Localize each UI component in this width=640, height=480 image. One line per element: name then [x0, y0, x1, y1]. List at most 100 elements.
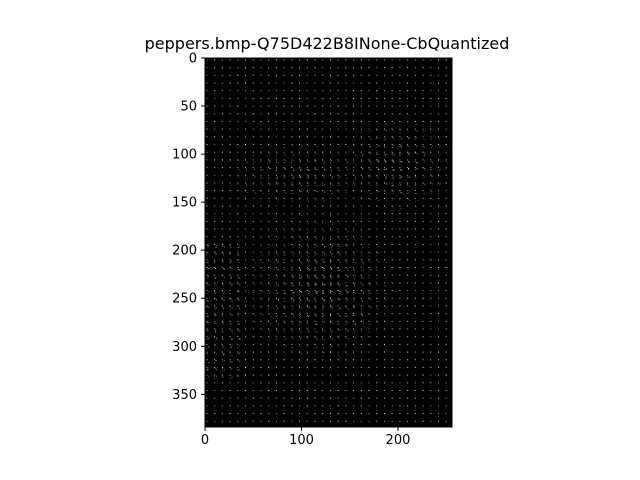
dc-coefficient [245, 405, 247, 407]
ac-coefficient [324, 321, 326, 323]
dc-coefficient [445, 243, 447, 245]
ac-coefficient [299, 254, 301, 256]
dc-coefficient [353, 305, 355, 307]
ac-coefficient [324, 145, 326, 147]
dc-coefficient [414, 205, 416, 207]
dc-coefficient [329, 128, 331, 130]
ac-coefficient [378, 144, 380, 146]
dc-coefficient [422, 82, 424, 84]
dc-coefficient [221, 251, 223, 253]
ac-coefficient [347, 230, 349, 232]
dc-coefficient [430, 236, 432, 238]
ac-coefficient [339, 260, 341, 262]
ac-coefficient [353, 245, 355, 247]
ac-coefficient [306, 276, 308, 278]
ac-coefficient [424, 198, 426, 200]
ac-coefficient [300, 345, 302, 347]
ac-coefficient [447, 146, 449, 148]
dc-coefficient [383, 213, 385, 215]
dc-coefficient [214, 336, 216, 338]
ac-coefficient [354, 323, 356, 325]
ac-coefficient [400, 184, 402, 186]
ac-coefficient [230, 322, 232, 324]
ac-coefficient [283, 200, 285, 202]
dc-coefficient [214, 390, 216, 391]
ac-coefficient [214, 291, 216, 293]
ac-coefficient [284, 162, 286, 164]
ac-coefficient [378, 300, 380, 302]
ac-coefficient [339, 262, 341, 264]
dc-coefficient [206, 343, 208, 345]
dc-coefficient [337, 190, 339, 192]
dc-coefficient [368, 351, 370, 353]
dc-coefficient [383, 228, 385, 230]
dc-coefficient [360, 128, 362, 130]
ac-coefficient [378, 153, 380, 155]
ac-coefficient [385, 175, 387, 177]
dc-coefficient [283, 251, 285, 253]
dc-coefficient [360, 97, 362, 99]
ac-coefficient [230, 339, 232, 341]
ac-coefficient [275, 345, 277, 347]
dc-coefficient [306, 420, 308, 422]
ac-coefficient [315, 239, 317, 241]
dc-coefficient [383, 151, 385, 153]
dc-coefficient [237, 182, 239, 184]
ac-coefficient [301, 245, 302, 247]
dc-coefficient [445, 267, 447, 268]
dc-coefficient [283, 420, 285, 422]
ac-coefficient [270, 323, 272, 325]
ac-coefficient [239, 360, 241, 362]
dc-coefficient [337, 174, 339, 176]
dc-coefficient [337, 67, 339, 69]
dc-coefficient [445, 182, 447, 184]
dc-coefficient [414, 167, 416, 169]
ac-coefficient [361, 300, 363, 302]
dc-coefficient [337, 351, 339, 353]
ac-coefficient [208, 376, 210, 378]
dc-coefficient [368, 420, 370, 422]
ac-coefficient [392, 177, 394, 179]
ac-coefficient [368, 261, 370, 263]
ac-coefficient [222, 321, 224, 323]
ac-coefficient [262, 262, 264, 264]
ac-coefficient [239, 308, 241, 310]
dc-coefficient [345, 182, 347, 184]
dc-coefficient [260, 343, 262, 345]
dc-coefficient [345, 374, 347, 376]
ac-coefficient [315, 314, 317, 316]
ac-coefficient [368, 246, 370, 248]
dc-coefficient [237, 90, 239, 92]
ac-coefficient [221, 376, 223, 378]
ac-coefficient [339, 237, 341, 239]
dc-coefficient [314, 274, 316, 276]
dc-coefficient [337, 90, 339, 92]
ac-coefficient [230, 160, 232, 162]
dc-coefficient [221, 82, 223, 84]
ac-coefficient [222, 261, 224, 263]
dc-coefficient [252, 305, 254, 307]
dc-coefficient [383, 120, 385, 122]
ac-coefficient [215, 277, 217, 279]
dc-coefficient [391, 305, 393, 307]
ac-coefficient [368, 168, 370, 170]
dc-coefficient [229, 167, 231, 169]
dc-coefficient [275, 213, 277, 215]
ac-coefficient [316, 292, 318, 294]
plot-area [204, 57, 453, 428]
ac-coefficient [307, 192, 309, 194]
ac-coefficient [354, 284, 356, 286]
ac-coefficient [329, 314, 331, 316]
ac-coefficient [260, 323, 262, 325]
dc-coefficient [260, 97, 262, 99]
ac-coefficient [237, 375, 239, 377]
ac-coefficient [445, 161, 447, 163]
ac-coefficient [445, 168, 447, 170]
ac-coefficient [237, 291, 239, 293]
ac-coefficient [275, 168, 277, 170]
dc-coefficient [329, 259, 331, 261]
dc-coefficient [414, 113, 416, 115]
dc-coefficient [214, 205, 216, 207]
dc-coefficient [329, 420, 331, 422]
ac-coefficient [306, 162, 308, 164]
